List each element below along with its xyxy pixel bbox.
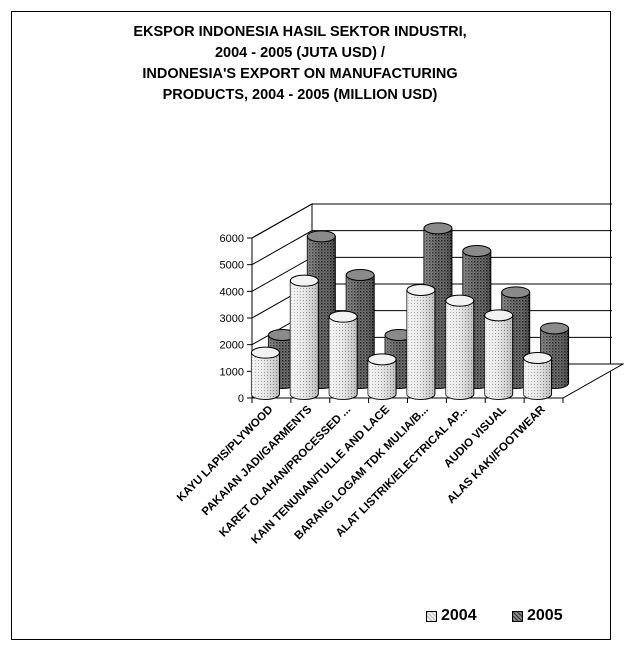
y-tick-label: 3000 [220,313,244,325]
bar-2004-2-shade [329,316,358,400]
bar-2005-7-top [540,322,570,335]
y-axis: 0 1000 2000 3000 4000 5000 6000 [220,233,253,405]
bar-2005-2-top [345,269,375,281]
bar-2004-5-shade [445,300,474,400]
bar-2004-7-top [523,352,553,364]
y-tick-label: 5000 [220,260,244,272]
bar-2004-5-top [445,294,475,307]
bar-2004-0-top [250,346,280,359]
y-tick-label: 2000 [220,340,244,352]
bar-2004-2 [328,310,358,400]
bar-2005-4-top [423,222,453,235]
bar-2004-2-top [328,310,358,323]
bar-2004-1-top [289,274,319,287]
bar-2004-3 [367,353,397,400]
legend-swatch-2005 [512,610,523,622]
bars [250,222,570,400]
y-tick-label: 4000 [220,286,244,298]
bar-2005-6-top [501,286,531,299]
legend-item-2004: 2004 [426,607,477,625]
legend-swatch-2004 [426,610,437,622]
bar-2004-6 [484,309,514,400]
bar-2004-5 [445,294,475,400]
bar-2004-1 [289,274,319,400]
chart-title-line: PRODUCTS, 2004 - 2005 (MILLION USD) [162,87,438,103]
chart-title-line: EKSPOR INDONESIA HASIL SEKTOR INDUSTRI, [133,24,467,40]
legend-label-2005: 2005 [527,607,563,624]
chart-title: EKSPOR INDONESIA HASIL SEKTOR INDUSTRI, … [60,22,540,106]
y-tick-label: 1000 [220,366,244,378]
bar-2004-4-shade [406,290,435,400]
bar-2004-0-shade [251,352,280,400]
bar-2004-7 [523,352,553,400]
bar-2004-3-shade [368,359,397,400]
gridline [251,230,612,266]
bar-2004-7-shade [523,358,552,400]
bar-2004-3-top [367,353,397,366]
y-tick-label: 6000 [220,233,244,245]
bar-2004-0 [250,346,280,400]
chart-title-line: INDONESIA'S EXPORT ON MANUFACTURING [142,66,458,82]
bar-2004-4 [406,284,436,400]
gridline [251,203,612,239]
bar-2005-5-top [462,245,492,257]
legend-item-2005: 2005 [512,607,563,625]
bar-2004-6-top [484,309,514,322]
chart-title-line: 2004 - 2005 (JUTA USD) / [214,45,386,61]
bar-2004-4-top [406,284,436,296]
y-tick-label: 0 [238,393,244,405]
bar-2004-6-shade [484,315,513,400]
legend-label-2004: 2004 [441,607,477,624]
bar-2004-1-shade [290,280,319,400]
x-tick-label: KAIN TENUNAN/TULLE AND LACE [249,403,392,546]
bar-2005-1-top [306,230,336,243]
